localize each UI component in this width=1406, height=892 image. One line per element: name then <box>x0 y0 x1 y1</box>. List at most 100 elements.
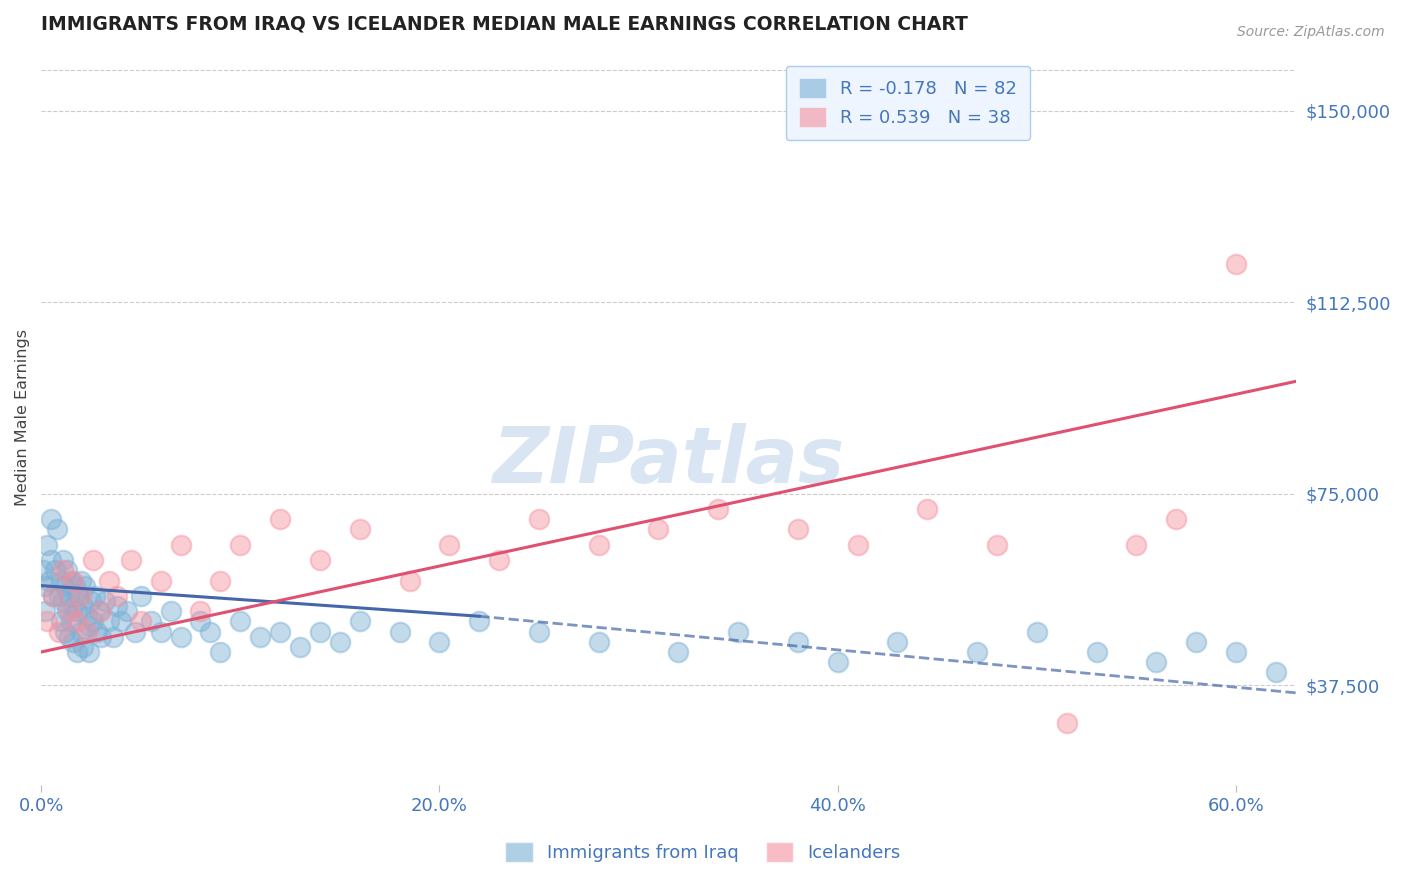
Point <box>647 523 669 537</box>
Point <box>97 615 120 629</box>
Point <box>32 563 55 577</box>
Point <box>34 604 56 618</box>
Point <box>1166 512 1188 526</box>
Point <box>58 630 80 644</box>
Point <box>49 574 72 588</box>
Point <box>67 589 90 603</box>
Point <box>58 604 80 618</box>
Point <box>115 604 138 618</box>
Point <box>727 624 749 639</box>
Point <box>388 624 411 639</box>
Point <box>66 615 89 629</box>
Point <box>1185 634 1208 648</box>
Point <box>1056 716 1078 731</box>
Point <box>588 538 610 552</box>
Point <box>66 645 89 659</box>
Point <box>77 645 100 659</box>
Point <box>35 538 58 552</box>
Legend: R = -0.178   N = 82, R = 0.539   N = 38: R = -0.178 N = 82, R = 0.539 N = 38 <box>786 66 1029 140</box>
Point <box>468 615 491 629</box>
Point <box>48 624 70 639</box>
Point <box>39 553 62 567</box>
Point <box>53 579 76 593</box>
Point <box>209 645 232 659</box>
Point <box>42 589 65 603</box>
Point <box>149 574 172 588</box>
Point <box>105 599 128 613</box>
Point <box>62 574 84 588</box>
Point <box>139 615 162 629</box>
Point <box>39 512 62 526</box>
Point <box>59 615 82 629</box>
Point <box>49 615 72 629</box>
Point <box>124 624 146 639</box>
Point <box>309 624 332 639</box>
Point <box>129 589 152 603</box>
Point <box>886 634 908 648</box>
Text: Source: ZipAtlas.com: Source: ZipAtlas.com <box>1237 25 1385 39</box>
Point <box>94 594 117 608</box>
Point <box>120 553 142 567</box>
Point <box>62 599 84 613</box>
Point <box>200 624 222 639</box>
Point <box>169 538 191 552</box>
Point <box>52 594 75 608</box>
Point <box>1125 538 1147 552</box>
Point <box>707 502 730 516</box>
Point <box>668 645 690 659</box>
Point <box>72 640 94 654</box>
Point <box>59 574 82 588</box>
Point <box>846 538 869 552</box>
Point <box>77 619 100 633</box>
Point <box>70 624 93 639</box>
Point <box>58 589 80 603</box>
Point <box>53 624 76 639</box>
Point <box>229 538 252 552</box>
Point <box>97 574 120 588</box>
Point <box>70 574 93 588</box>
Point <box>82 553 104 567</box>
Point <box>288 640 311 654</box>
Point <box>786 523 808 537</box>
Point <box>46 523 69 537</box>
Point <box>56 563 79 577</box>
Point <box>76 609 98 624</box>
Point <box>82 615 104 629</box>
Point <box>1264 665 1286 680</box>
Point <box>229 615 252 629</box>
Point <box>1144 655 1167 669</box>
Point <box>190 604 212 618</box>
Point <box>66 604 89 618</box>
Point <box>1085 645 1108 659</box>
Point <box>72 599 94 613</box>
Point <box>917 502 939 516</box>
Point <box>986 538 1008 552</box>
Point <box>56 604 79 618</box>
Point <box>827 655 849 669</box>
Point <box>269 624 291 639</box>
Point <box>63 579 86 593</box>
Y-axis label: Median Male Earnings: Median Male Earnings <box>15 328 30 506</box>
Point <box>209 574 232 588</box>
Point <box>34 579 56 593</box>
Point <box>48 589 70 603</box>
Point <box>269 512 291 526</box>
Point <box>35 615 58 629</box>
Point <box>101 630 124 644</box>
Point <box>169 630 191 644</box>
Point <box>83 589 105 603</box>
Point <box>62 634 84 648</box>
Text: IMMIGRANTS FROM IRAQ VS ICELANDER MEDIAN MALE EARNINGS CORRELATION CHART: IMMIGRANTS FROM IRAQ VS ICELANDER MEDIAN… <box>41 15 967 34</box>
Point <box>52 553 75 567</box>
Point <box>429 634 451 648</box>
Point <box>76 624 98 639</box>
Point <box>90 604 112 618</box>
Point <box>80 594 103 608</box>
Point <box>70 589 93 603</box>
Point <box>349 615 371 629</box>
Point <box>1025 624 1047 639</box>
Point <box>786 634 808 648</box>
Point <box>249 630 271 644</box>
Point <box>52 563 75 577</box>
Point <box>90 630 112 644</box>
